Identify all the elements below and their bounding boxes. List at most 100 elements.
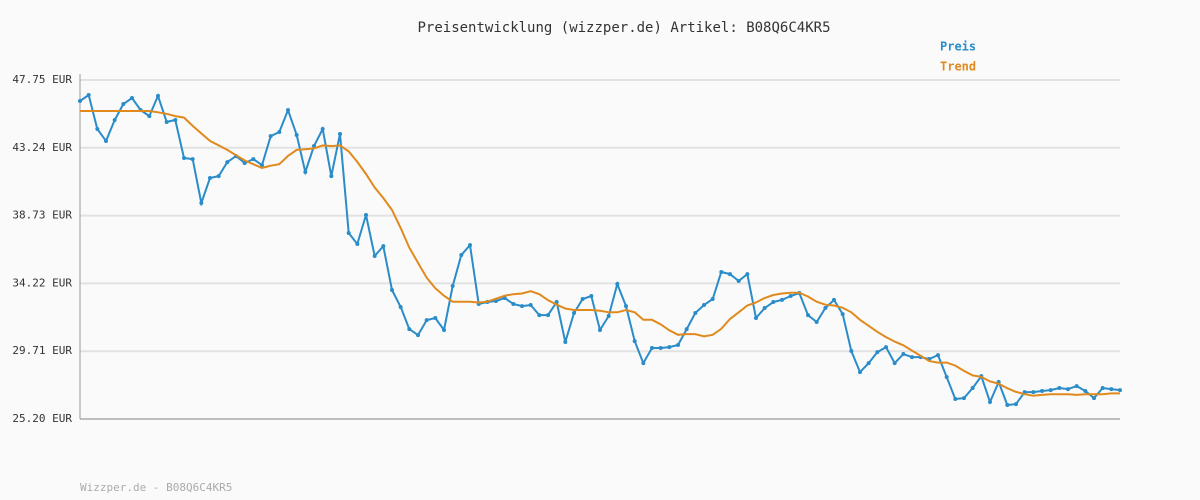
series-line xyxy=(80,110,1120,397)
point xyxy=(606,314,611,319)
point xyxy=(346,231,351,236)
point xyxy=(424,318,429,323)
point xyxy=(537,313,542,318)
point xyxy=(303,170,308,175)
point xyxy=(1083,389,1088,394)
point xyxy=(866,361,871,366)
point xyxy=(580,297,585,302)
point xyxy=(754,315,758,320)
y-tick-label: 34.22 EUR xyxy=(12,276,72,289)
point xyxy=(624,304,628,309)
point xyxy=(312,143,316,148)
point xyxy=(130,96,134,101)
point xyxy=(268,134,273,139)
point xyxy=(780,297,784,302)
point xyxy=(1092,396,1096,401)
point xyxy=(667,345,672,350)
point xyxy=(121,102,126,107)
point xyxy=(199,200,204,205)
point xyxy=(1066,387,1070,392)
point xyxy=(962,396,966,401)
point xyxy=(572,311,576,316)
point xyxy=(364,212,368,217)
point xyxy=(988,400,992,405)
point xyxy=(970,386,975,391)
point xyxy=(320,127,325,132)
point xyxy=(355,242,360,247)
legend-label: Trend xyxy=(940,60,976,74)
point xyxy=(728,272,732,277)
point xyxy=(875,350,880,355)
point xyxy=(858,370,862,375)
point xyxy=(684,327,689,332)
point xyxy=(156,93,160,98)
point xyxy=(520,304,524,309)
point xyxy=(173,117,178,122)
point xyxy=(442,328,446,333)
point xyxy=(814,320,819,325)
point xyxy=(1100,386,1105,391)
y-tick-label: 25.20 EUR xyxy=(12,412,72,425)
point xyxy=(736,278,741,283)
point xyxy=(884,345,888,350)
point xyxy=(190,157,195,162)
point xyxy=(589,294,594,299)
point xyxy=(702,303,706,308)
point xyxy=(511,301,516,306)
point xyxy=(762,306,767,311)
point xyxy=(1048,388,1053,393)
point xyxy=(468,243,472,248)
point xyxy=(86,93,91,98)
point xyxy=(641,361,646,366)
point xyxy=(277,130,282,135)
point xyxy=(450,283,455,288)
point xyxy=(381,244,386,249)
point xyxy=(1014,402,1018,407)
point xyxy=(615,282,620,287)
point xyxy=(745,272,750,277)
y-tick-label: 38.73 EUR xyxy=(12,209,72,222)
y-tick-label: 29.71 EUR xyxy=(12,344,72,357)
point xyxy=(225,160,230,165)
point xyxy=(260,163,264,168)
point xyxy=(407,327,412,332)
point xyxy=(1040,389,1044,394)
point xyxy=(164,119,169,124)
point xyxy=(372,254,377,259)
point xyxy=(294,133,299,138)
point xyxy=(1109,387,1114,392)
point xyxy=(1118,388,1122,393)
point xyxy=(832,297,836,302)
point xyxy=(788,294,793,299)
point xyxy=(944,375,949,380)
point xyxy=(112,117,117,122)
point xyxy=(433,315,438,320)
point xyxy=(1005,403,1010,408)
point xyxy=(208,176,212,181)
point xyxy=(563,340,568,345)
point xyxy=(658,346,663,351)
point xyxy=(1031,390,1036,395)
point xyxy=(936,353,940,358)
point xyxy=(719,269,724,274)
point xyxy=(390,288,394,293)
point xyxy=(953,397,958,402)
point xyxy=(216,174,221,179)
point xyxy=(710,297,715,302)
point xyxy=(650,346,654,351)
legend-label: Preis xyxy=(940,40,976,54)
point xyxy=(771,300,776,305)
point xyxy=(459,252,464,257)
footer: Wizzper.de - B08Q6C4KR5 xyxy=(80,481,232,494)
point xyxy=(676,343,680,348)
chart-title: Preisentwicklung (wizzper.de) Artikel: B… xyxy=(417,20,830,36)
point xyxy=(338,131,342,136)
point xyxy=(823,306,828,311)
point xyxy=(693,311,698,316)
point xyxy=(806,313,810,318)
point xyxy=(632,339,637,344)
point xyxy=(104,139,108,144)
point xyxy=(242,160,247,165)
y-tick-label: 47.75 EUR xyxy=(12,73,72,86)
